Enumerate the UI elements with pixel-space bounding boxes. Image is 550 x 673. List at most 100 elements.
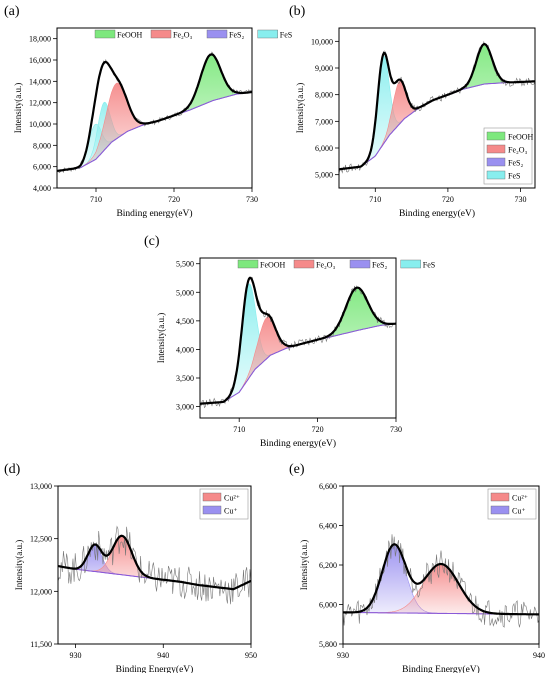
legend-entry: FeS₂ [508, 159, 523, 168]
peak-a-0 [57, 91, 252, 172]
raw-data-d [58, 525, 251, 605]
y-tick-label: 11,500 [30, 640, 52, 649]
y-tick-label: 5,000 [315, 171, 333, 180]
y-tick-label: 4,000 [33, 184, 51, 193]
y-tick-label: 3,000 [176, 403, 194, 412]
legend-swatch [150, 29, 172, 39]
panel-label: (d) [4, 462, 21, 477]
x-tick-label: 730 [514, 195, 526, 204]
y-tick-label: 3,500 [176, 374, 194, 383]
chart-svg-c: 3,000 3,500 4,000 4,500 5,000 5,500 710 720 730 B… [156, 257, 435, 449]
y-tick-label: 5,000 [176, 288, 194, 297]
plot-frame-c [199, 257, 397, 419]
plot-frame-d [57, 485, 252, 645]
legend-entry: Fe₂O₃ [508, 146, 528, 155]
chart-svg-a: 4,000 6,000 8,000 10,000 12,000 14,000 16,000 1… [13, 27, 292, 219]
legend-swatch [202, 505, 222, 515]
x-tick-label: 710 [90, 195, 102, 204]
legend-entry: FeS [508, 172, 520, 181]
fit-envelope-b [339, 42, 535, 171]
y-tick-label: 12,000 [29, 99, 51, 108]
peak-d-0 [58, 544, 251, 590]
panel-label: (c) [144, 234, 160, 249]
legend-entry: FeOOH [117, 31, 143, 40]
legend-swatch [486, 170, 506, 180]
legend-swatch [490, 492, 510, 502]
chart-svg-e: 5,800 6,000 6,200 6,400 6,600 930 940 Binding E… [299, 482, 545, 673]
legend-entry: FeS₂ [229, 31, 244, 40]
y-tick-label: 12,000 [30, 587, 52, 596]
legend-entry: Cu⁺ [512, 507, 526, 516]
x-axis-label: Binding Energy(eV) [402, 664, 480, 673]
legend-entry: Cu⁺ [224, 507, 238, 516]
legend-swatch [257, 29, 278, 39]
y-tick-label: 6,000 [319, 601, 337, 610]
x-tick-label: 940 [533, 651, 545, 660]
y-axis-label: Intensity(a.u.) [14, 540, 24, 590]
x-tick-label: 930 [337, 651, 349, 660]
y-tick-label: 8,000 [315, 91, 333, 100]
x-axis-label: Binding Energy(eV) [116, 664, 194, 673]
legend-entry: Fe₂O₃ [316, 261, 336, 270]
y-tick-label: 4,000 [176, 345, 194, 354]
y-axis-label: Intensity(a.u.) [299, 540, 309, 590]
raw-data-e [343, 534, 539, 628]
legend-entry: Cu²⁺ [224, 494, 240, 503]
fit-envelope-c [200, 276, 396, 405]
peak-c-1 [200, 316, 396, 404]
legend-swatch [490, 505, 510, 515]
x-axis-label: Binding energy(eV) [399, 208, 475, 219]
y-tick-label: 6,000 [33, 163, 51, 172]
legend-swatch [237, 259, 259, 269]
y-tick-label: 10,000 [311, 37, 333, 46]
legend-entry: FeS [280, 31, 292, 40]
x-tick-label: 720 [442, 195, 454, 204]
x-axis-label: Binding energy(eV) [260, 438, 336, 449]
fit-envelope-a [57, 53, 252, 172]
y-tick-label: 6,400 [319, 522, 337, 531]
x-tick-label: 720 [168, 195, 180, 204]
y-tick-label: 18,000 [29, 35, 51, 44]
y-tick-label: 14,000 [29, 77, 51, 86]
background-line-c [200, 323, 396, 405]
y-axis-label: Intensity(a.u.) [156, 313, 166, 363]
x-tick-label: 930 [70, 651, 82, 660]
y-tick-label: 10,000 [29, 120, 51, 129]
legend-swatch [202, 492, 222, 502]
legend-entry: Fe₂O₃ [173, 31, 193, 40]
legend-swatch [94, 29, 116, 39]
plot-frame-b [338, 27, 536, 189]
chart-panel-c: (c) 3,000 3,500 4,000 4,500 5,000 5,500 710 720… [138, 228, 435, 456]
legend-swatch [206, 29, 228, 39]
fit-envelope-d [58, 534, 251, 591]
raw-data-c [200, 276, 396, 409]
panel-label: (b) [289, 4, 306, 19]
fit-envelope-e [343, 543, 539, 616]
x-tick-label: 950 [245, 651, 257, 660]
legend-swatch [349, 259, 371, 269]
y-tick-label: 7,000 [315, 117, 333, 126]
y-tick-label: 6,000 [315, 144, 333, 153]
legend-swatch [293, 259, 315, 269]
y-tick-label: 5,800 [319, 640, 337, 649]
legend-entry: FeS [423, 261, 435, 270]
y-tick-label: 5,500 [176, 260, 194, 269]
legend-swatch [400, 259, 421, 269]
y-tick-label: 13,000 [30, 482, 52, 491]
y-axis-label: Intensity(a.u.) [295, 83, 305, 133]
legend-entry: Cu²⁺ [512, 494, 528, 503]
y-tick-label: 6,600 [319, 482, 337, 491]
x-axis-label: Binding energy(eV) [116, 208, 192, 219]
y-tick-label: 12,500 [30, 535, 52, 544]
chart-panel-a: (a) 4,000 6,000 8,000 10,000 12,000 14,000 16,… [0, 0, 292, 228]
chart-panel-b: (b) 5,000 6,000 7,000 8,000 9,000 10,000 710 72… [275, 0, 550, 228]
chart-svg-d: 11,500 12,000 12,500 13,000 930 940 950 Binding… [14, 482, 257, 673]
legend-entry: FeS₂ [372, 261, 387, 270]
x-tick-label: 940 [157, 651, 169, 660]
x-tick-label: 710 [233, 425, 245, 434]
x-tick-label: 710 [369, 195, 381, 204]
panel-label: (a) [4, 4, 20, 19]
plot-frame-a [56, 27, 253, 189]
y-tick-label: 4,500 [176, 317, 194, 326]
legend-swatch [486, 157, 506, 167]
